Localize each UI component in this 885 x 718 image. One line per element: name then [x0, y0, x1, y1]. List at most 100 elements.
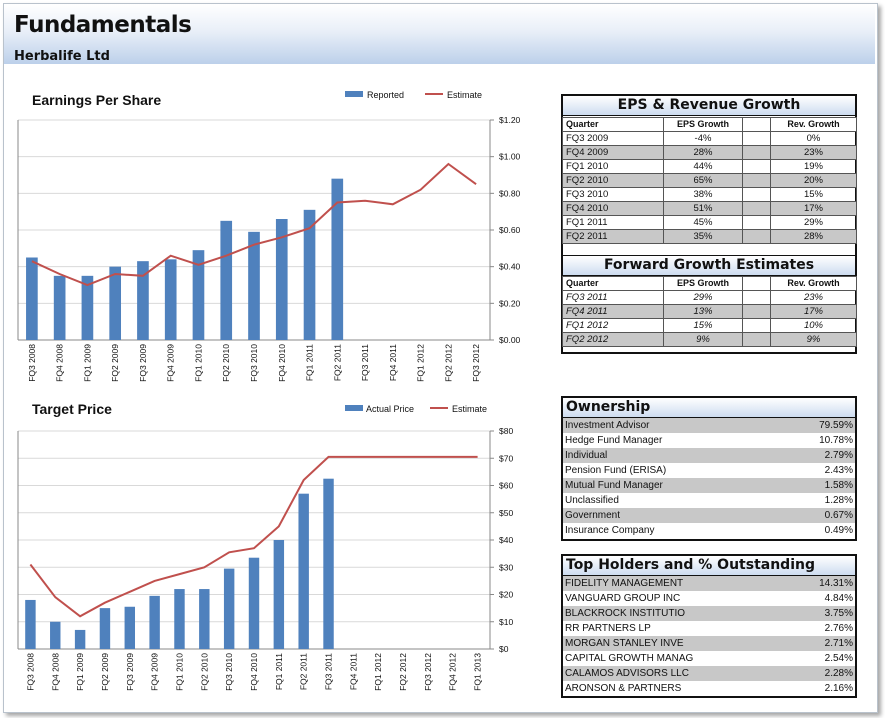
x-tick-label: FQ1 2009	[82, 344, 92, 382]
bar-actual-price	[124, 606, 136, 649]
list-item-value: 2.54%	[824, 653, 853, 664]
bar-reported	[164, 259, 177, 340]
table-cell: 20%	[770, 173, 857, 188]
y-tick-label: $0.60	[499, 225, 521, 235]
table-cell: 23%	[770, 145, 857, 160]
y-tick-label: $80	[499, 426, 513, 436]
x-tick-label: FQ1 2012	[373, 653, 383, 691]
list-item: Hedge Fund Manager 10.78%	[563, 433, 855, 448]
table-cell	[742, 229, 771, 244]
bar-actual-price	[248, 557, 260, 649]
x-tick-label: FQ4 2009	[150, 653, 160, 691]
forward-growth-title: Forward Growth Estimates	[563, 255, 855, 276]
bar-reported	[137, 261, 149, 340]
table-row: FQ2 2010 65% 20%	[562, 173, 857, 188]
x-tick-label: FQ3 2008	[25, 653, 35, 691]
page-title: Fundamentals	[14, 12, 192, 38]
table-cell: FQ3 2010	[562, 187, 664, 202]
list-item: BLACKROCK INSTITUTIO 3.75%	[563, 606, 855, 621]
list-item-label: Insurance Company	[565, 525, 655, 536]
table-cell: 9%	[663, 332, 743, 347]
table-cell: FQ4 2009	[562, 145, 664, 160]
x-tick-label: FQ2 2011	[299, 653, 309, 690]
list-item: VANGUARD GROUP INC 4.84%	[563, 591, 855, 606]
x-tick-label: FQ1 2011	[305, 344, 315, 381]
x-tick-label: FQ3 2009	[125, 653, 135, 691]
y-tick-label: $0.80	[499, 188, 521, 198]
table-cell: FQ3 2009	[562, 131, 664, 146]
table-cell	[742, 187, 771, 202]
list-item: Mutual Fund Manager 1.58%	[563, 478, 855, 493]
list-item: MORGAN STANLEY INVE 2.71%	[563, 636, 855, 651]
bar-actual-price	[74, 629, 86, 649]
list-item-value: 79.59%	[819, 420, 853, 431]
list-item-label: Hedge Fund Manager	[565, 435, 663, 446]
table-cell: 15%	[770, 187, 857, 202]
table-row: FQ1 2010 44% 19%	[562, 159, 857, 174]
estimate-line	[31, 162, 477, 287]
x-tick-label: FQ3 2011	[360, 344, 370, 381]
y-tick-label: $70	[499, 453, 513, 463]
x-tick-label: FQ4 2008	[50, 653, 60, 691]
top-holders-title: Top Holders and % Outstanding	[563, 556, 855, 576]
table-cell: 9%	[770, 332, 857, 347]
eps-revenue-growth-panel: EPS & Revenue Growth Quarter EPS Growth Re…	[561, 94, 857, 354]
list-item-value: 2.79%	[824, 450, 853, 461]
bar-reported	[53, 275, 66, 340]
ownership-title: Ownership	[563, 398, 855, 418]
table-cell: FQ2 2012	[562, 332, 664, 347]
x-tick-label: FQ2 2009	[100, 653, 110, 691]
table-cell	[742, 332, 771, 347]
list-item-label: CALAMOS ADVISORS LLC	[565, 668, 689, 679]
bar-actual-price	[25, 599, 36, 649]
table-row: FQ3 2009 -4% 0%	[562, 131, 857, 146]
bar-actual-price	[298, 493, 309, 649]
eps-chart: Earnings Per Share Reported Estimate $1.…	[17, 90, 521, 382]
list-item-value: 4.84%	[824, 593, 853, 604]
list-item: ARONSON & PARTNERS 2.16%	[563, 681, 855, 696]
bar-reported	[192, 250, 205, 340]
table-cell: FQ3 2011	[562, 290, 664, 305]
legend-label-estimate: Estimate	[447, 90, 482, 100]
table-cell: 23%	[770, 290, 857, 305]
x-tick-label: FQ4 2010	[249, 653, 259, 691]
table-cell	[742, 290, 771, 305]
target-chart-title: Target Price	[32, 401, 112, 417]
list-item-label: Investment Advisor	[565, 420, 650, 431]
table-cell	[742, 173, 771, 188]
legend-label-reported: Reported	[367, 90, 404, 100]
bar-reported	[220, 220, 233, 340]
bar-reported	[81, 275, 94, 340]
target-price-chart: Target Price Actual Price Estimate $80 $7…	[17, 401, 513, 691]
table-cell	[742, 131, 771, 146]
legend-swatch-actual-price	[345, 405, 363, 411]
list-item-value: 2.71%	[824, 638, 853, 649]
legend-swatch-reported	[345, 91, 363, 97]
list-item: Investment Advisor 79.59%	[563, 418, 855, 433]
x-tick-label: FQ2 2009	[110, 344, 120, 382]
ownership-panel: Ownership Investment Advisor 79.59% Hedge …	[561, 396, 857, 541]
list-item: CAPITAL GROWTH MANAG 2.54%	[563, 651, 855, 666]
eps-revenue-growth-title: EPS & Revenue Growth	[563, 96, 855, 116]
y-tick-label: $30	[499, 562, 513, 572]
bar-actual-price	[323, 478, 334, 649]
list-item-value: 0.67%	[824, 510, 853, 521]
bar-reported	[275, 219, 288, 340]
list-item: Government 0.67%	[563, 508, 855, 523]
target-legend: Actual Price Estimate	[345, 404, 487, 414]
bar-actual-price	[223, 568, 235, 649]
table-cell: FQ1 2012	[562, 318, 664, 333]
list-item-label: Individual	[565, 450, 608, 461]
x-tick-label: FQ3 2010	[224, 653, 234, 691]
list-item-label: Mutual Fund Manager	[565, 480, 663, 491]
bar-reported	[26, 257, 38, 340]
x-tick-label: FQ3 2011	[324, 653, 334, 690]
bar-reported	[331, 178, 344, 340]
x-tick-label: FQ3 2012	[423, 653, 433, 691]
legend-label-estimate: Estimate	[452, 404, 487, 414]
bar-actual-price	[199, 589, 210, 649]
bar-reported	[248, 231, 260, 340]
table-cell: 28%	[663, 145, 743, 160]
table-cell: 38%	[663, 187, 743, 202]
list-item-value: 2.16%	[824, 683, 853, 694]
